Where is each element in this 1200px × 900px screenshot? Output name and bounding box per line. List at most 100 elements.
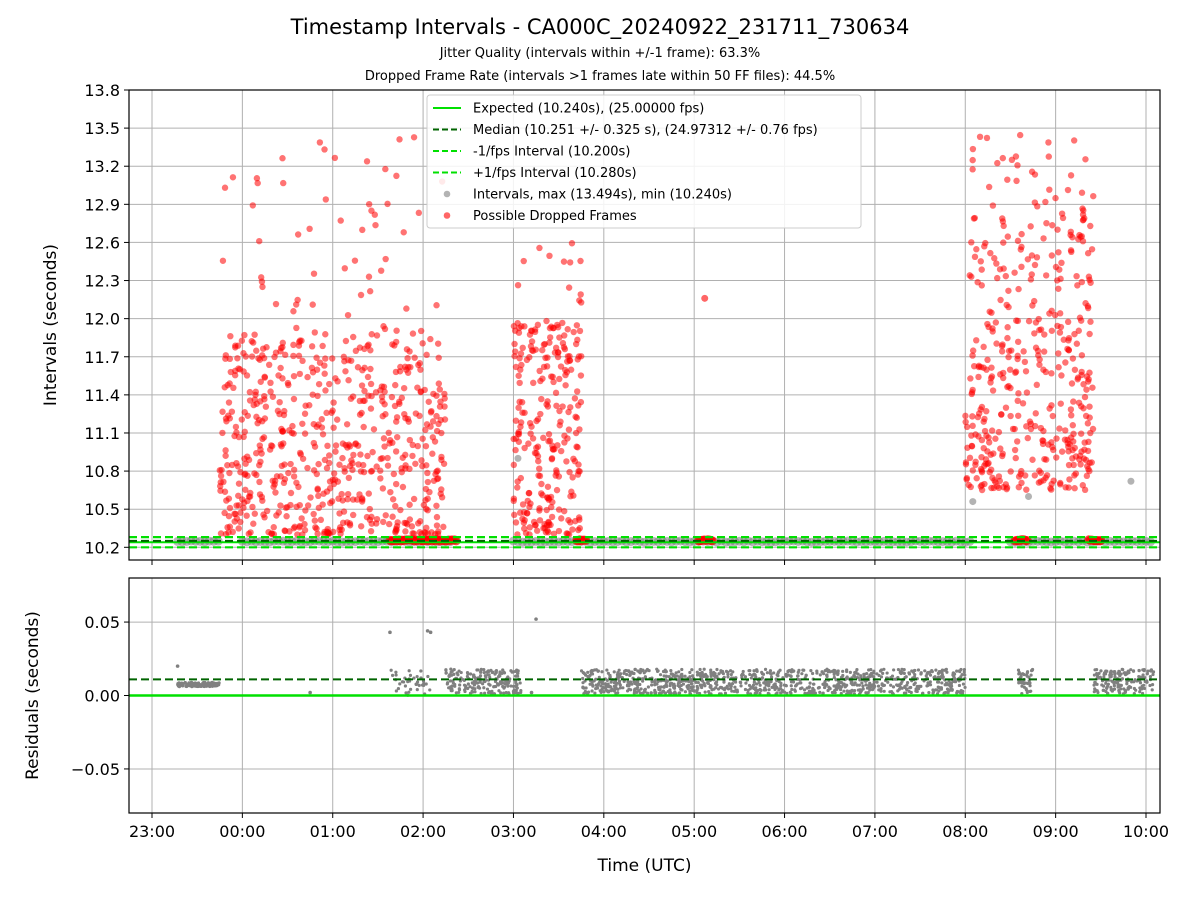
dropped-frame-point xyxy=(256,356,264,363)
dropped-frame-point xyxy=(342,337,350,345)
dropped-frame-point xyxy=(433,412,440,420)
residual-point xyxy=(808,681,812,685)
residual-point xyxy=(792,669,796,673)
dropped-frame-point xyxy=(1087,318,1094,325)
dropped-frame-point xyxy=(311,517,319,524)
dropped-frame-point xyxy=(368,520,375,527)
dropped-frame-point xyxy=(519,344,526,352)
dropped-frame-point xyxy=(341,358,348,365)
residual-point xyxy=(691,674,695,678)
dropped-frame-point xyxy=(548,455,556,462)
dropped-frame-point xyxy=(382,165,389,173)
dropped-frame-point xyxy=(394,433,401,441)
dropped-frame-point xyxy=(564,358,571,365)
dropped-frame-point xyxy=(1008,156,1016,164)
residual-point xyxy=(768,669,773,673)
residual-point xyxy=(952,676,956,680)
residual-point xyxy=(1092,673,1097,677)
residual-point xyxy=(465,674,470,679)
residual-point xyxy=(880,683,884,687)
residual-point xyxy=(1146,669,1150,673)
dropped-frame-point xyxy=(377,467,384,474)
dropped-frame-point xyxy=(1029,456,1036,463)
residual-point xyxy=(713,672,717,676)
residual-point xyxy=(703,690,707,694)
residual-point xyxy=(924,674,928,678)
residual-point xyxy=(497,689,501,693)
top-y-tick-label: 11.4 xyxy=(84,386,120,405)
residual-point xyxy=(458,683,462,687)
residual-point xyxy=(730,681,735,686)
residual-point xyxy=(419,669,423,673)
dropped-frame-point xyxy=(1075,235,1082,243)
dropped-frame-point xyxy=(1015,412,1022,419)
residual-point xyxy=(636,682,640,687)
residual-point xyxy=(955,669,959,673)
dropped-frame-point xyxy=(379,485,387,492)
dropped-frame-point xyxy=(281,407,288,415)
residual-point xyxy=(1095,672,1099,676)
residual-point xyxy=(741,669,745,674)
dropped-frame-point xyxy=(430,477,438,484)
residual-point xyxy=(415,682,419,686)
residual-point xyxy=(858,690,863,694)
dropped-frame-point xyxy=(392,381,399,389)
dropped-frame-point xyxy=(1003,484,1011,491)
residual-point xyxy=(426,674,430,679)
residual-point xyxy=(534,617,538,621)
dropped-frame-point xyxy=(225,495,233,502)
dropped-frame-point xyxy=(1062,427,1069,434)
residual-point xyxy=(688,677,693,681)
residual-point xyxy=(444,668,448,672)
residual-point xyxy=(412,676,416,680)
dropped-frame-point xyxy=(382,512,389,519)
residual-point xyxy=(582,686,586,690)
top-y-tick-label: 10.2 xyxy=(84,538,120,557)
dropped-frame-point xyxy=(217,530,225,537)
dropped-frame-point xyxy=(577,257,584,265)
residual-point xyxy=(483,674,487,678)
residual-point xyxy=(1105,686,1109,690)
residual-point xyxy=(782,683,786,687)
residual-point xyxy=(471,686,475,690)
dropped-frame-point xyxy=(256,461,263,469)
residual-point xyxy=(1095,682,1099,686)
dropped-frame-point xyxy=(310,467,318,474)
dropped-frame-point xyxy=(290,352,297,360)
dropped-frame-point xyxy=(249,503,256,511)
dropped-frame-point xyxy=(357,468,365,475)
residual-point xyxy=(457,688,462,692)
dropped-frame-point xyxy=(377,475,384,482)
dropped-frame-point xyxy=(969,467,977,474)
dropped-frame-point xyxy=(273,512,280,519)
dropped-frame-point xyxy=(418,530,425,538)
dropped-frame-point xyxy=(981,462,988,469)
residual-point xyxy=(599,690,603,694)
dropped-frame-point xyxy=(1067,406,1075,413)
dropped-frame-point xyxy=(576,297,583,304)
residual-point xyxy=(627,687,631,691)
residual-point xyxy=(898,670,902,675)
dropped-frame-point xyxy=(1062,484,1069,491)
dropped-frame-point xyxy=(433,302,440,309)
dropped-frame-point xyxy=(550,378,557,386)
dropped-frame-point xyxy=(991,255,998,262)
dropped-frame-point xyxy=(1051,311,1059,319)
residual-point xyxy=(743,687,748,692)
residual-point xyxy=(712,674,717,678)
residual-point xyxy=(594,683,598,687)
residual-point xyxy=(869,667,873,672)
dropped-frame-point xyxy=(544,483,552,490)
residual-point xyxy=(856,672,860,676)
dropped-frame-point xyxy=(361,387,368,395)
residual-point xyxy=(700,685,704,690)
dropped-frame-point xyxy=(546,252,553,260)
residual-point xyxy=(726,670,730,674)
residual-point xyxy=(1094,667,1099,672)
dropped-frame-point xyxy=(550,324,557,332)
residual-point xyxy=(778,668,782,672)
dropped-frame-point xyxy=(219,257,227,264)
dropped-frame-point xyxy=(1031,330,1038,337)
dropped-frame-point xyxy=(321,362,328,369)
